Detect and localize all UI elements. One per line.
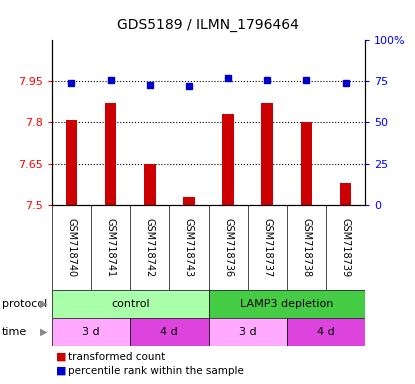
Bar xyxy=(300,122,312,205)
Text: GSM718740: GSM718740 xyxy=(66,218,76,277)
Text: GSM718736: GSM718736 xyxy=(223,218,233,277)
Text: GDS5189 / ILMN_1796464: GDS5189 / ILMN_1796464 xyxy=(117,18,298,32)
Bar xyxy=(52,318,130,346)
Bar xyxy=(209,318,287,346)
Bar xyxy=(340,183,352,205)
Bar xyxy=(130,318,209,346)
Text: protocol: protocol xyxy=(2,298,47,309)
Text: GSM718743: GSM718743 xyxy=(184,218,194,277)
Text: ■: ■ xyxy=(56,352,66,362)
Text: GSM718738: GSM718738 xyxy=(301,218,311,277)
Text: GSM718742: GSM718742 xyxy=(145,218,155,277)
Text: 3 d: 3 d xyxy=(82,326,100,337)
Text: 4 d: 4 d xyxy=(161,326,178,337)
Bar xyxy=(52,290,209,318)
Text: GSM718737: GSM718737 xyxy=(262,218,272,277)
Text: ▶: ▶ xyxy=(40,298,48,309)
Bar xyxy=(261,103,273,205)
Text: GSM718739: GSM718739 xyxy=(341,218,351,277)
Text: GSM718741: GSM718741 xyxy=(106,218,116,277)
Text: percentile rank within the sample: percentile rank within the sample xyxy=(68,366,244,376)
Bar xyxy=(105,103,117,205)
Text: time: time xyxy=(2,326,27,337)
Bar xyxy=(144,164,156,205)
Bar xyxy=(66,120,77,205)
Bar xyxy=(183,197,195,205)
Text: LAMP3 depletion: LAMP3 depletion xyxy=(240,298,334,309)
Text: transformed count: transformed count xyxy=(68,352,166,362)
Bar xyxy=(209,290,365,318)
Bar xyxy=(287,318,365,346)
Text: 3 d: 3 d xyxy=(239,326,256,337)
Text: control: control xyxy=(111,298,149,309)
Text: 4 d: 4 d xyxy=(317,326,335,337)
Text: ▶: ▶ xyxy=(40,326,48,337)
Text: ■: ■ xyxy=(56,366,66,376)
Bar xyxy=(222,114,234,205)
